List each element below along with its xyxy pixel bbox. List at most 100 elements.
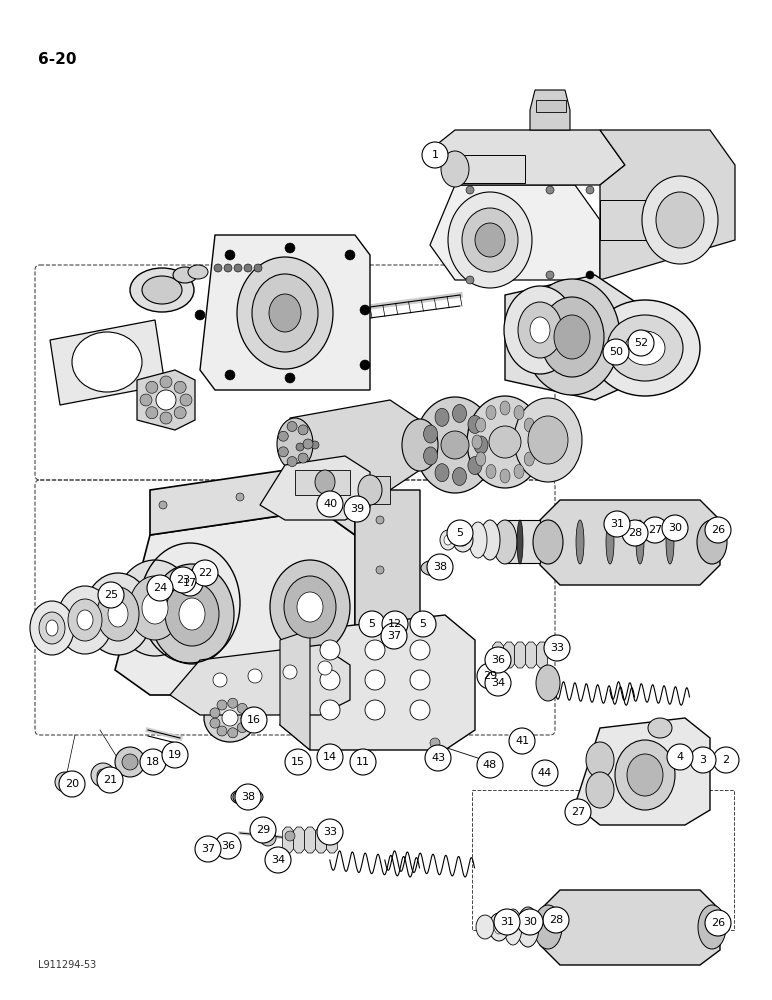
Text: 33: 33 [323, 827, 337, 837]
Circle shape [296, 443, 304, 451]
Text: 3: 3 [699, 755, 706, 765]
Circle shape [546, 271, 554, 279]
Circle shape [244, 264, 252, 272]
Ellipse shape [150, 564, 234, 664]
Ellipse shape [270, 560, 350, 654]
Ellipse shape [424, 447, 438, 465]
Circle shape [494, 909, 520, 935]
Circle shape [365, 700, 385, 720]
Text: 26: 26 [711, 918, 725, 928]
Ellipse shape [277, 418, 313, 470]
Ellipse shape [486, 406, 496, 420]
Text: 50: 50 [609, 347, 623, 357]
Circle shape [202, 844, 214, 856]
Ellipse shape [77, 610, 93, 630]
Polygon shape [304, 827, 316, 853]
Ellipse shape [444, 535, 452, 545]
Circle shape [410, 611, 436, 637]
Circle shape [160, 412, 172, 424]
Ellipse shape [656, 192, 704, 248]
Ellipse shape [72, 332, 142, 392]
Circle shape [217, 726, 227, 736]
Ellipse shape [358, 475, 382, 505]
Ellipse shape [269, 294, 301, 332]
Polygon shape [260, 456, 370, 520]
Text: 16: 16 [247, 715, 261, 725]
Ellipse shape [524, 279, 620, 395]
Text: 2: 2 [723, 755, 730, 765]
Ellipse shape [514, 464, 524, 478]
Ellipse shape [476, 915, 494, 939]
Circle shape [174, 407, 186, 419]
Ellipse shape [524, 418, 534, 432]
Circle shape [381, 623, 407, 649]
Circle shape [59, 771, 85, 797]
Text: 25: 25 [104, 590, 118, 600]
Text: 34: 34 [271, 855, 285, 865]
Ellipse shape [415, 397, 495, 493]
Bar [370, 476, 390, 504]
Circle shape [177, 570, 203, 596]
Ellipse shape [533, 765, 557, 781]
Text: 11: 11 [356, 757, 370, 767]
Circle shape [140, 394, 152, 406]
Circle shape [213, 673, 227, 687]
Ellipse shape [142, 276, 182, 304]
Text: 36: 36 [221, 841, 235, 851]
Text: 31: 31 [500, 917, 514, 927]
Circle shape [228, 698, 238, 708]
Ellipse shape [68, 599, 102, 641]
Circle shape [156, 390, 176, 410]
Text: 41: 41 [515, 736, 529, 746]
Circle shape [705, 517, 731, 543]
Ellipse shape [424, 425, 438, 443]
Polygon shape [505, 520, 540, 563]
Ellipse shape [469, 522, 487, 558]
Circle shape [298, 425, 308, 435]
Ellipse shape [458, 534, 468, 546]
Ellipse shape [468, 457, 482, 475]
Bar [455, 155, 525, 183]
Text: 14: 14 [323, 752, 337, 762]
Ellipse shape [476, 452, 486, 466]
Circle shape [285, 373, 295, 383]
Circle shape [410, 640, 430, 660]
Circle shape [91, 763, 115, 787]
Circle shape [225, 250, 235, 260]
Circle shape [287, 457, 297, 467]
Ellipse shape [402, 419, 438, 471]
Text: 31: 31 [610, 519, 624, 529]
Circle shape [215, 838, 229, 852]
Ellipse shape [486, 464, 496, 478]
Circle shape [586, 271, 594, 279]
Circle shape [235, 784, 261, 810]
Ellipse shape [440, 530, 456, 550]
Polygon shape [493, 642, 503, 668]
Polygon shape [316, 827, 327, 853]
Circle shape [278, 431, 288, 441]
Circle shape [532, 760, 558, 786]
Circle shape [477, 663, 503, 689]
Ellipse shape [540, 297, 604, 377]
Circle shape [514, 733, 530, 749]
Polygon shape [150, 465, 355, 535]
Text: 19: 19 [168, 750, 182, 760]
Circle shape [241, 707, 267, 733]
Ellipse shape [435, 408, 449, 426]
Circle shape [320, 700, 340, 720]
Polygon shape [430, 185, 600, 280]
Ellipse shape [607, 315, 683, 381]
Circle shape [285, 243, 295, 253]
Circle shape [485, 670, 511, 696]
Circle shape [237, 703, 247, 713]
Circle shape [224, 264, 232, 272]
Circle shape [509, 728, 535, 754]
Ellipse shape [429, 750, 445, 766]
Ellipse shape [636, 520, 644, 564]
Circle shape [225, 370, 235, 380]
Polygon shape [137, 370, 195, 430]
Ellipse shape [648, 718, 672, 738]
Circle shape [344, 496, 370, 522]
Polygon shape [355, 490, 420, 670]
Polygon shape [115, 510, 355, 695]
